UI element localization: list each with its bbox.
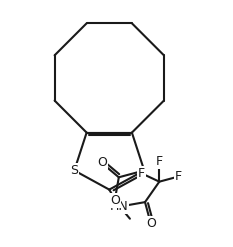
Text: HN: HN <box>110 200 128 213</box>
Text: O: O <box>146 217 156 230</box>
Text: F: F <box>138 167 145 180</box>
Text: F: F <box>156 155 163 168</box>
Text: S: S <box>70 164 78 177</box>
Text: O: O <box>97 156 107 169</box>
Text: O: O <box>110 194 120 207</box>
Text: F: F <box>175 170 182 183</box>
